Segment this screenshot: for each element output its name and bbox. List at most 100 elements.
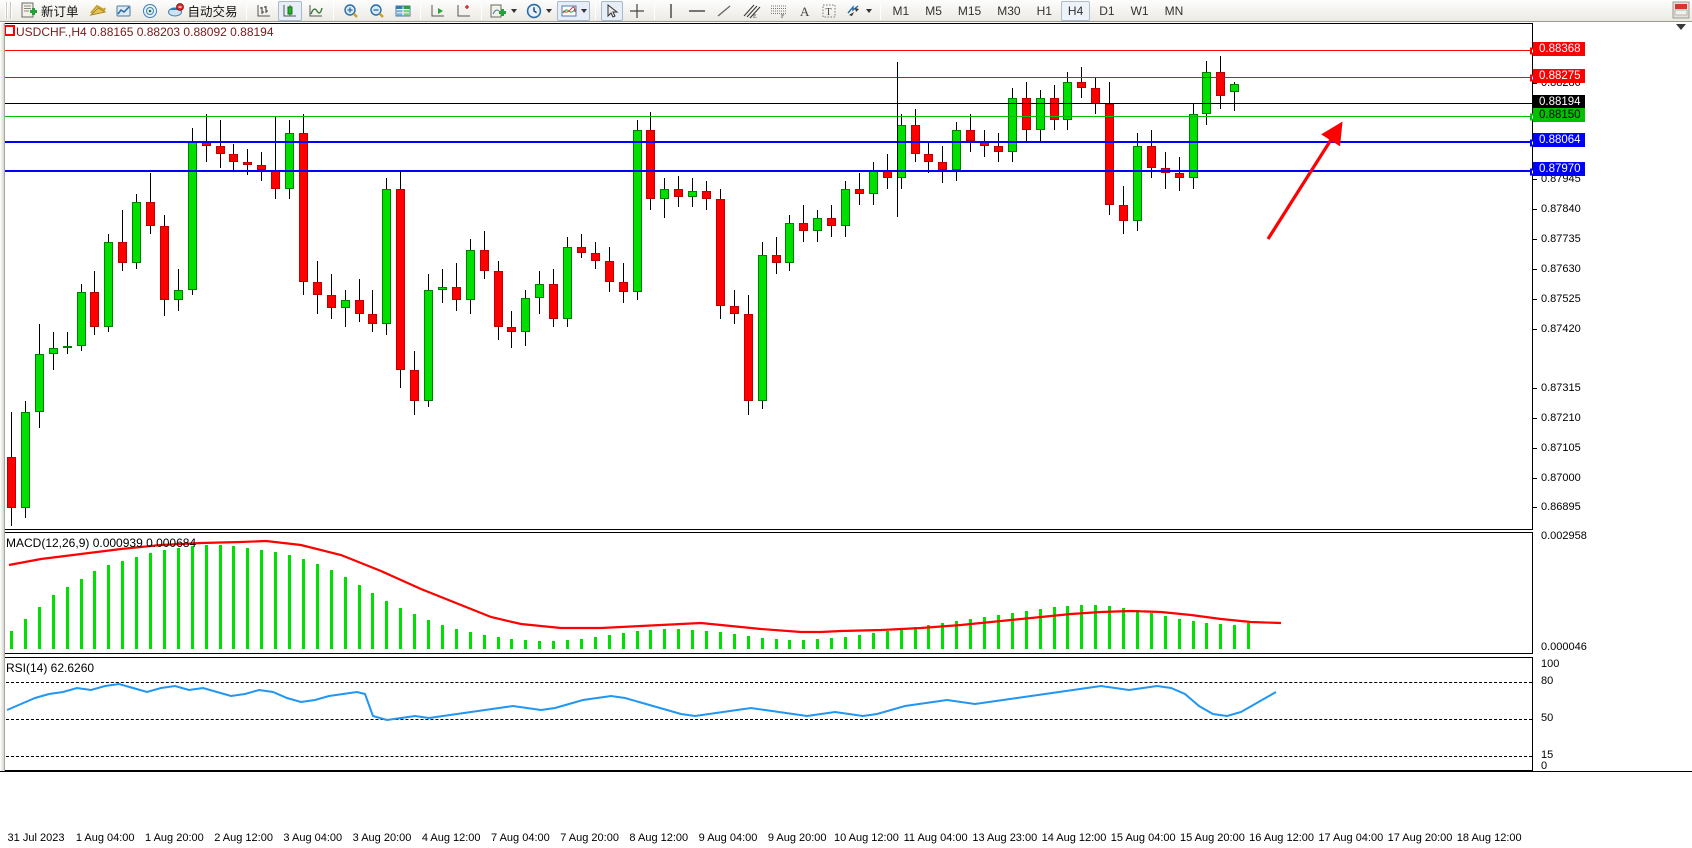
- macd-histogram-bar: [1247, 623, 1251, 649]
- chart-scroll-indicator[interactable]: [1676, 24, 1686, 30]
- candle: [146, 24, 155, 529]
- price-tick: 0.87525: [1533, 293, 1581, 305]
- zoom-in-button[interactable]: [339, 1, 363, 21]
- level-line-resistance-1[interactable]: [1, 47, 1537, 55]
- bar-chart-button[interactable]: [252, 1, 276, 21]
- candle-wick: [66, 332, 68, 354]
- candle-body: [827, 218, 837, 226]
- crosshair-icon: [629, 3, 644, 18]
- rsi-pane[interactable]: [0, 657, 1532, 771]
- chart-shift-button[interactable]: [452, 1, 476, 21]
- candle-body: [424, 289, 433, 402]
- macd-histogram-bar: [1024, 611, 1028, 649]
- macd-histogram-bar: [482, 635, 486, 649]
- price-label-current-price[interactable]: 0.88194: [1533, 95, 1585, 109]
- price-axis[interactable]: 0.88280 0.87945 0.87840 0.87735 0.87630 0.875…: [1532, 23, 1692, 602]
- text-button[interactable]: A: [794, 1, 816, 21]
- candle: [938, 24, 948, 529]
- time-axis-label: 9 Aug 20:00: [767, 832, 827, 844]
- macd-histogram-bar: [635, 631, 639, 649]
- candle-body: [938, 162, 948, 171]
- timeframe-d1-button[interactable]: D1: [1099, 3, 1115, 18]
- new-order-button[interactable]: 新订单: [16, 1, 84, 21]
- price-label-support-2[interactable]: 0.87970: [1533, 162, 1585, 176]
- timeframe-h1-button[interactable]: H1: [1036, 3, 1052, 18]
- price-label-resistance-1[interactable]: 0.88368: [1533, 42, 1585, 56]
- indicator-list-button[interactable]: [86, 1, 110, 21]
- macd-histogram-bar: [371, 593, 375, 649]
- templates-button[interactable]: [556, 0, 590, 21]
- chart-left-grip[interactable]: [0, 23, 5, 771]
- candle-body: [618, 281, 628, 293]
- zoom-out-button[interactable]: [365, 1, 389, 21]
- chevron-down-icon[interactable]: [510, 8, 517, 13]
- market-watch-button[interactable]: [112, 1, 136, 21]
- arrows-button[interactable]: [842, 1, 875, 21]
- toolbar-corner-icon[interactable]: [1672, 1, 1690, 19]
- timeframe-m1-button[interactable]: M1: [892, 3, 910, 18]
- level-line-support-2[interactable]: [1, 168, 1537, 176]
- candlestick-series: [1, 24, 1532, 529]
- line-chart-button[interactable]: [304, 1, 328, 21]
- time-axis[interactable]: 31 Jul 2023 1 Aug 04:00 1 Aug 20:00 2 Aug 1…: [0, 771, 1692, 848]
- level-line-current-price[interactable]: [1, 103, 1532, 104]
- vertical-line-button[interactable]: [660, 1, 682, 21]
- price-label-target[interactable]: 0.88150: [1533, 108, 1585, 122]
- time-axis-label: 10 Aug 12:00: [833, 832, 899, 844]
- chevron-down-icon[interactable]: [865, 8, 872, 13]
- timeframe-w1-button[interactable]: W1: [1130, 3, 1149, 18]
- candle: [715, 24, 725, 529]
- chevron-down-icon[interactable]: [580, 8, 587, 13]
- rsi-tick: 15: [1541, 749, 1554, 761]
- horizontal-line-button[interactable]: [684, 1, 710, 21]
- candle-body: [90, 292, 100, 327]
- macd-histogram-bar: [830, 638, 834, 649]
- period-button[interactable]: [522, 1, 555, 21]
- candle-wick: [177, 268, 179, 312]
- candle-body: [465, 249, 475, 301]
- timeframe-mn-button[interactable]: MN: [1164, 3, 1184, 18]
- timeframe-h4-button[interactable]: H4: [1060, 0, 1091, 21]
- candle-body: [1230, 84, 1240, 92]
- cursor-button[interactable]: [600, 0, 623, 21]
- timeframe-m15-button[interactable]: M15: [957, 3, 982, 18]
- macd-histogram-bar: [343, 577, 347, 649]
- trendline-button[interactable]: [712, 1, 736, 21]
- macd-pane[interactable]: [0, 532, 1532, 654]
- macd-histogram-bar: [1219, 624, 1223, 649]
- candle: [660, 24, 670, 529]
- candlestick-chart-button[interactable]: [277, 0, 302, 21]
- price-label-support-1[interactable]: 0.88064: [1533, 133, 1585, 147]
- candle-body: [702, 191, 711, 200]
- level-line-resistance-2[interactable]: [1, 74, 1537, 82]
- timeframe-m5-button[interactable]: M5: [925, 3, 942, 18]
- level-line-support-1[interactable]: [1, 139, 1537, 147]
- price-chart-pane[interactable]: [0, 23, 1537, 530]
- crosshair-button[interactable]: [625, 1, 649, 21]
- add-indicator-button[interactable]: [487, 1, 520, 21]
- chevron-down-icon[interactable]: [545, 8, 552, 13]
- auto-scroll-button[interactable]: [426, 1, 450, 21]
- candle: [104, 24, 114, 529]
- toolbar-separator-4: [480, 1, 482, 20]
- equidistant-channel-button[interactable]: E: [738, 1, 764, 21]
- toolbar-grip[interactable]: [5, 2, 12, 19]
- auto-trading-button[interactable]: 自动交易: [164, 1, 241, 21]
- macd-histogram-bar: [899, 629, 903, 649]
- macd-histogram-bar: [496, 637, 500, 649]
- horizontal-line-icon: [688, 9, 705, 12]
- level-line-target[interactable]: [1, 113, 1537, 121]
- time-axis-label: 17 Aug 20:00: [1387, 832, 1453, 844]
- data-window-button[interactable]: [391, 1, 415, 21]
- price-label-resistance-2[interactable]: 0.88275: [1533, 69, 1585, 83]
- vertical-line-icon: [669, 3, 672, 18]
- navigator-button[interactable]: [138, 1, 162, 21]
- fibonacci-button[interactable]: F: [766, 1, 792, 21]
- candle-body: [507, 327, 517, 333]
- timeframe-m30-button[interactable]: M30: [997, 3, 1021, 18]
- templates-icon: [561, 5, 577, 16]
- candle: [285, 24, 294, 529]
- text-label-button[interactable]: T: [818, 1, 840, 21]
- candle-body: [771, 255, 781, 264]
